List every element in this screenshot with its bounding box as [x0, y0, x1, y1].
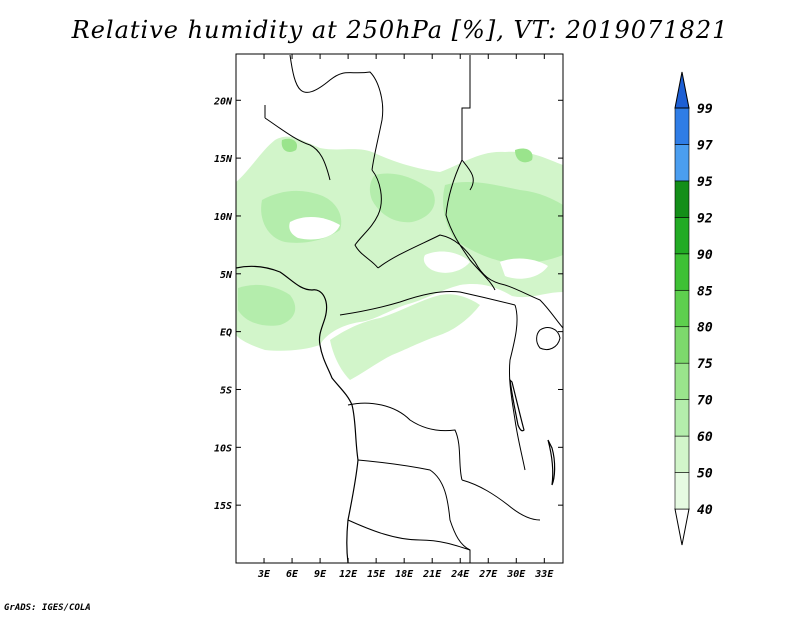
colorbar-label: 40 [697, 503, 713, 518]
border-drc-west [347, 402, 463, 481]
colorbar-segment [674, 435, 690, 473]
lon-tick-label: 33E [534, 569, 554, 580]
border-namibia [347, 519, 471, 563]
border-sudan [445, 159, 496, 291]
colorbar-label: 97 [697, 138, 713, 153]
border-car [377, 234, 506, 286]
humidity-patch-east [515, 148, 533, 163]
colorbar-segment [674, 399, 690, 437]
humidity-gap-1 [289, 216, 340, 240]
lon-tick-label: 24E [450, 569, 470, 580]
colorbar-segment [674, 253, 690, 291]
humidity-region-gulf [238, 284, 296, 326]
lat-tick-label: 10N [214, 212, 233, 223]
lon-tick-label: 21E [422, 569, 442, 580]
map-frame [235, 53, 564, 564]
lon-tick-label: 18E [395, 569, 414, 580]
colorbar-high-triangle [674, 71, 690, 109]
colorbar-label: 95 [697, 175, 713, 190]
lon-tick-label: 30E [506, 569, 526, 580]
lon-tick-label: 15E [367, 569, 386, 580]
coastline-west-africa [236, 265, 359, 563]
colorbar-segment [674, 362, 690, 400]
colorbar-segment [674, 326, 690, 364]
chart-title: Relative humidity at 250hPa [%], VT: 201… [71, 16, 729, 44]
colorbar-segment [674, 217, 690, 255]
border-chad [354, 169, 382, 269]
lake-tanganyika [509, 378, 525, 432]
lake-victoria [536, 327, 561, 351]
country-boundaries [236, 54, 563, 563]
credit-label: GrADS: IGES/COLA [4, 603, 91, 613]
colorbar-segment [674, 472, 690, 510]
colorbar-label: 50 [697, 467, 713, 482]
humidity-shading [236, 136, 563, 380]
border-zambia [461, 479, 541, 521]
lat-tick-label: 15N [214, 154, 233, 165]
colorbar-label: 92 [697, 211, 713, 226]
colorbar-label: 75 [697, 357, 713, 372]
humidity-patch-west [281, 138, 298, 152]
colorbar-label: 90 [697, 248, 713, 263]
humidity-gap-3 [500, 258, 548, 279]
humidity-region-chad [369, 173, 435, 223]
colorbar-segment [674, 289, 690, 328]
lat-tick-label: 5N [220, 270, 233, 281]
lat-tick-label: EQ [220, 328, 232, 339]
lat-tick-label: 5S [220, 385, 232, 396]
colorbar-label: 60 [697, 430, 713, 445]
colorbar-label: 80 [697, 321, 713, 336]
lon-tick-label: 27E [478, 569, 498, 580]
lon-tick-label: 12E [339, 569, 358, 580]
colorbar-label: 70 [697, 394, 713, 409]
humidity-region-central [330, 294, 480, 380]
border-angola [357, 459, 471, 551]
axis-ticks: 3E 6E 9E 12E 15E 18E 21E 24E 27E 30E 33E 20N 15N 10N 5… [213, 54, 563, 580]
border-niger-algeria [289, 54, 384, 171]
humidity-gap-2 [423, 251, 470, 273]
humidity-region-sudan [443, 182, 563, 264]
border-mali [264, 105, 331, 181]
border-east-africa [504, 284, 563, 329]
border-east-lakes [509, 304, 526, 471]
colorbar-segment [674, 144, 690, 182]
colorbar-low-triangle [674, 508, 690, 546]
border-drc-north [339, 291, 516, 316]
border-libya-egypt [461, 55, 474, 191]
lat-tick-label: 20N [213, 96, 233, 107]
colorbar-segment [674, 107, 690, 145]
lake-malawi [547, 439, 556, 486]
colorbar-label: 99 [697, 102, 713, 117]
lat-tick-label: 15S [214, 501, 232, 512]
lon-tick-label: 9E [314, 569, 327, 580]
colorbar: 40 50 60 70 75 80 85 90 92 95 97 99 [674, 71, 713, 546]
lat-tick-label: 10S [214, 443, 232, 454]
colorbar-segment [674, 180, 690, 218]
lon-tick-label: 6E [286, 569, 299, 580]
colorbar-label: 85 [697, 284, 713, 299]
lon-tick-label: 3E [257, 569, 271, 580]
